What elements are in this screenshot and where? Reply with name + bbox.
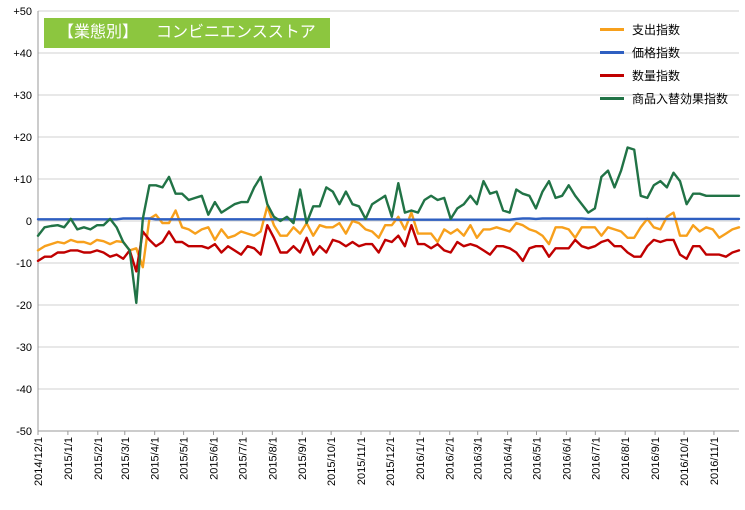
x-tick-label: 2016/8/1 [620,437,632,480]
x-tick-label: 2016/2/1 [445,437,457,480]
chart-title-text: コンビニエンスストア [156,24,316,41]
series-lines [36,146,741,305]
y-tick-label: 0 [26,216,32,228]
y-axis: +50 +40 +30 +20 +10 0 -10 -20 -30 -40 -50 [13,6,39,438]
x-tick-label: 2014/12/1 [33,437,45,486]
series-line [36,223,741,273]
legend: 支出指数価格指数数量指数商品入替効果指数 [600,18,728,110]
legend-label: 価格指数 [632,46,681,60]
x-tick-label: 2015/4/1 [150,437,162,480]
y-tick-label: -30 [16,342,32,354]
legend-label: 支出指数 [632,23,681,37]
series-line [36,205,741,269]
y-tick-label: -50 [16,426,32,438]
x-tick-label: 2016/9/1 [650,437,662,480]
x-tick-label: 2015/8/1 [267,437,279,480]
x-tick-label: 2016/5/1 [532,437,544,480]
x-tick-label: 2016/11/1 [709,437,721,485]
series-line [36,217,741,221]
y-tick-label: +20 [13,132,32,144]
legend-item: 支出指数 [600,18,728,41]
x-tick-label: 2015/1/1 [63,437,75,480]
x-tick-label: 2015/6/1 [208,437,220,480]
y-tick-label: -10 [16,258,32,270]
x-tick-label: 2015/11/1 [356,437,368,485]
chart-title-tag: 【業態別】 [58,24,139,41]
legend-swatch [600,97,624,100]
x-tick-label: 2016/10/1 [679,437,691,486]
x-tick-label: 2016/6/1 [561,437,573,480]
legend-label: 数量指数 [632,69,681,83]
chart-title-box: 【業態別】 コンビニエンスストア [44,18,330,48]
legend-swatch [600,28,624,31]
x-axis: 2014/12/1 2015/1/1 2015/2/1 2015/3/1 2015/4/… [33,430,739,486]
legend-swatch [600,74,624,77]
x-tick-label: 2015/10/1 [326,437,338,486]
x-tick-label: 2016/4/1 [503,437,515,480]
legend-item: 数量指数 [600,64,728,87]
y-tick-label: +50 [13,6,32,18]
legend-item: 価格指数 [600,41,728,64]
legend-label: 商品入替効果指数 [632,92,729,106]
legend-swatch [600,51,624,54]
x-tick-label: 2015/9/1 [297,437,309,480]
y-tick-label: +30 [13,90,32,102]
x-tick-label: 2016/1/1 [415,437,427,480]
y-tick-label: -40 [16,384,32,396]
x-tick-label: 2016/7/1 [590,437,602,480]
y-tick-label: +10 [13,174,32,186]
y-tick-label: +40 [13,48,32,60]
x-tick-label: 2015/3/1 [120,437,132,480]
y-tick-label: -20 [16,300,32,312]
x-tick-label: 2015/5/1 [179,437,191,480]
legend-item: 商品入替効果指数 [600,87,728,110]
x-tick-label: 2015/2/1 [93,437,105,480]
series-line [36,146,741,305]
x-tick-label: 2016/3/1 [473,437,485,480]
x-tick-label: 2015/12/1 [385,437,397,486]
x-tick-label: 2015/7/1 [237,437,249,480]
